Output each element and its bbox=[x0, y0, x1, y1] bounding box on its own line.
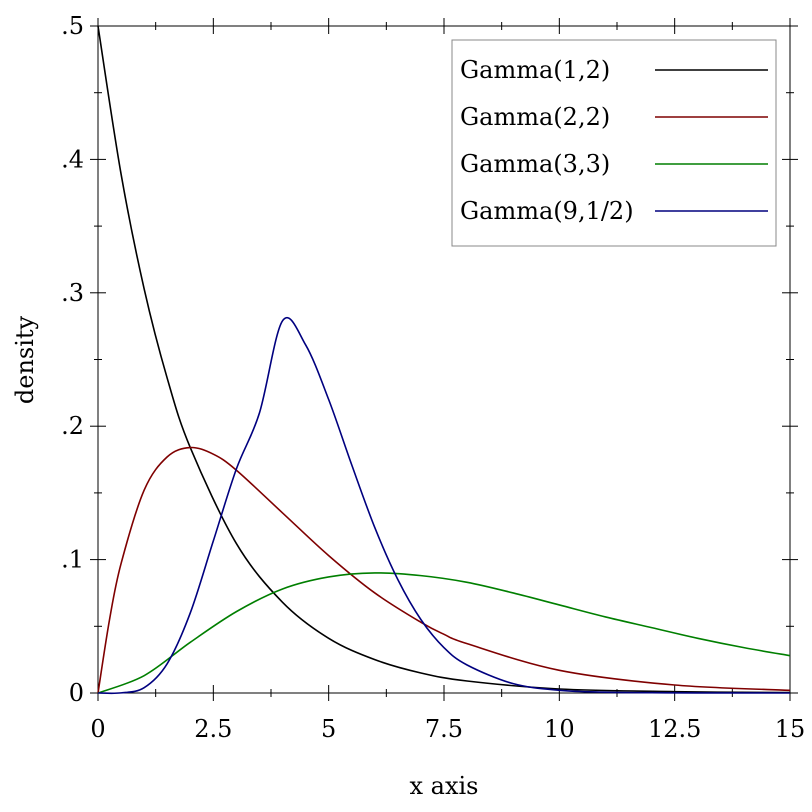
legend-label-2: Gamma(2,2) bbox=[460, 103, 610, 131]
y-tick-label: .2 bbox=[61, 412, 84, 440]
series-line-2 bbox=[97, 446, 791, 694]
legend-label-4: Gamma(9,1/2) bbox=[460, 197, 634, 225]
x-tick-label: 10 bbox=[544, 715, 575, 743]
x-tick-label: 2.5 bbox=[194, 715, 232, 743]
x-tick-label: 5 bbox=[321, 715, 336, 743]
x-tick-labels: 0 2.5 5 7.5 10 12.5 15 bbox=[90, 715, 805, 743]
legend-label-1: Gamma(1,2) bbox=[460, 56, 610, 84]
legend-label-3: Gamma(3,3) bbox=[460, 150, 610, 178]
y-tick-label: .3 bbox=[61, 279, 84, 307]
y-tick-label: .4 bbox=[61, 145, 84, 173]
x-tick-label: 12.5 bbox=[648, 715, 701, 743]
series-line-1 bbox=[97, 25, 791, 694]
y-tick-labels: 0 .1 .2 .3 .4 .5 bbox=[61, 12, 84, 707]
y-axis-label: density bbox=[11, 315, 39, 404]
y-tick-label: .5 bbox=[61, 12, 84, 40]
series-lines bbox=[97, 25, 791, 695]
x-tick-label: 15 bbox=[775, 715, 806, 743]
series-line-3 bbox=[97, 572, 791, 694]
legend: Gamma(1,2) Gamma(2,2) Gamma(3,3) Gamma(9,1/… bbox=[451, 39, 777, 247]
y-tick-label: .1 bbox=[61, 546, 84, 574]
x-axis-label: x axis bbox=[410, 772, 479, 800]
y-tick-label: 0 bbox=[69, 679, 84, 707]
legend-entries: Gamma(1,2) Gamma(2,2) Gamma(3,3) Gamma(9,1/… bbox=[460, 56, 768, 225]
series-line-4 bbox=[97, 317, 791, 695]
x-tick-label: 7.5 bbox=[425, 715, 463, 743]
x-tick-label: 0 bbox=[90, 715, 105, 743]
